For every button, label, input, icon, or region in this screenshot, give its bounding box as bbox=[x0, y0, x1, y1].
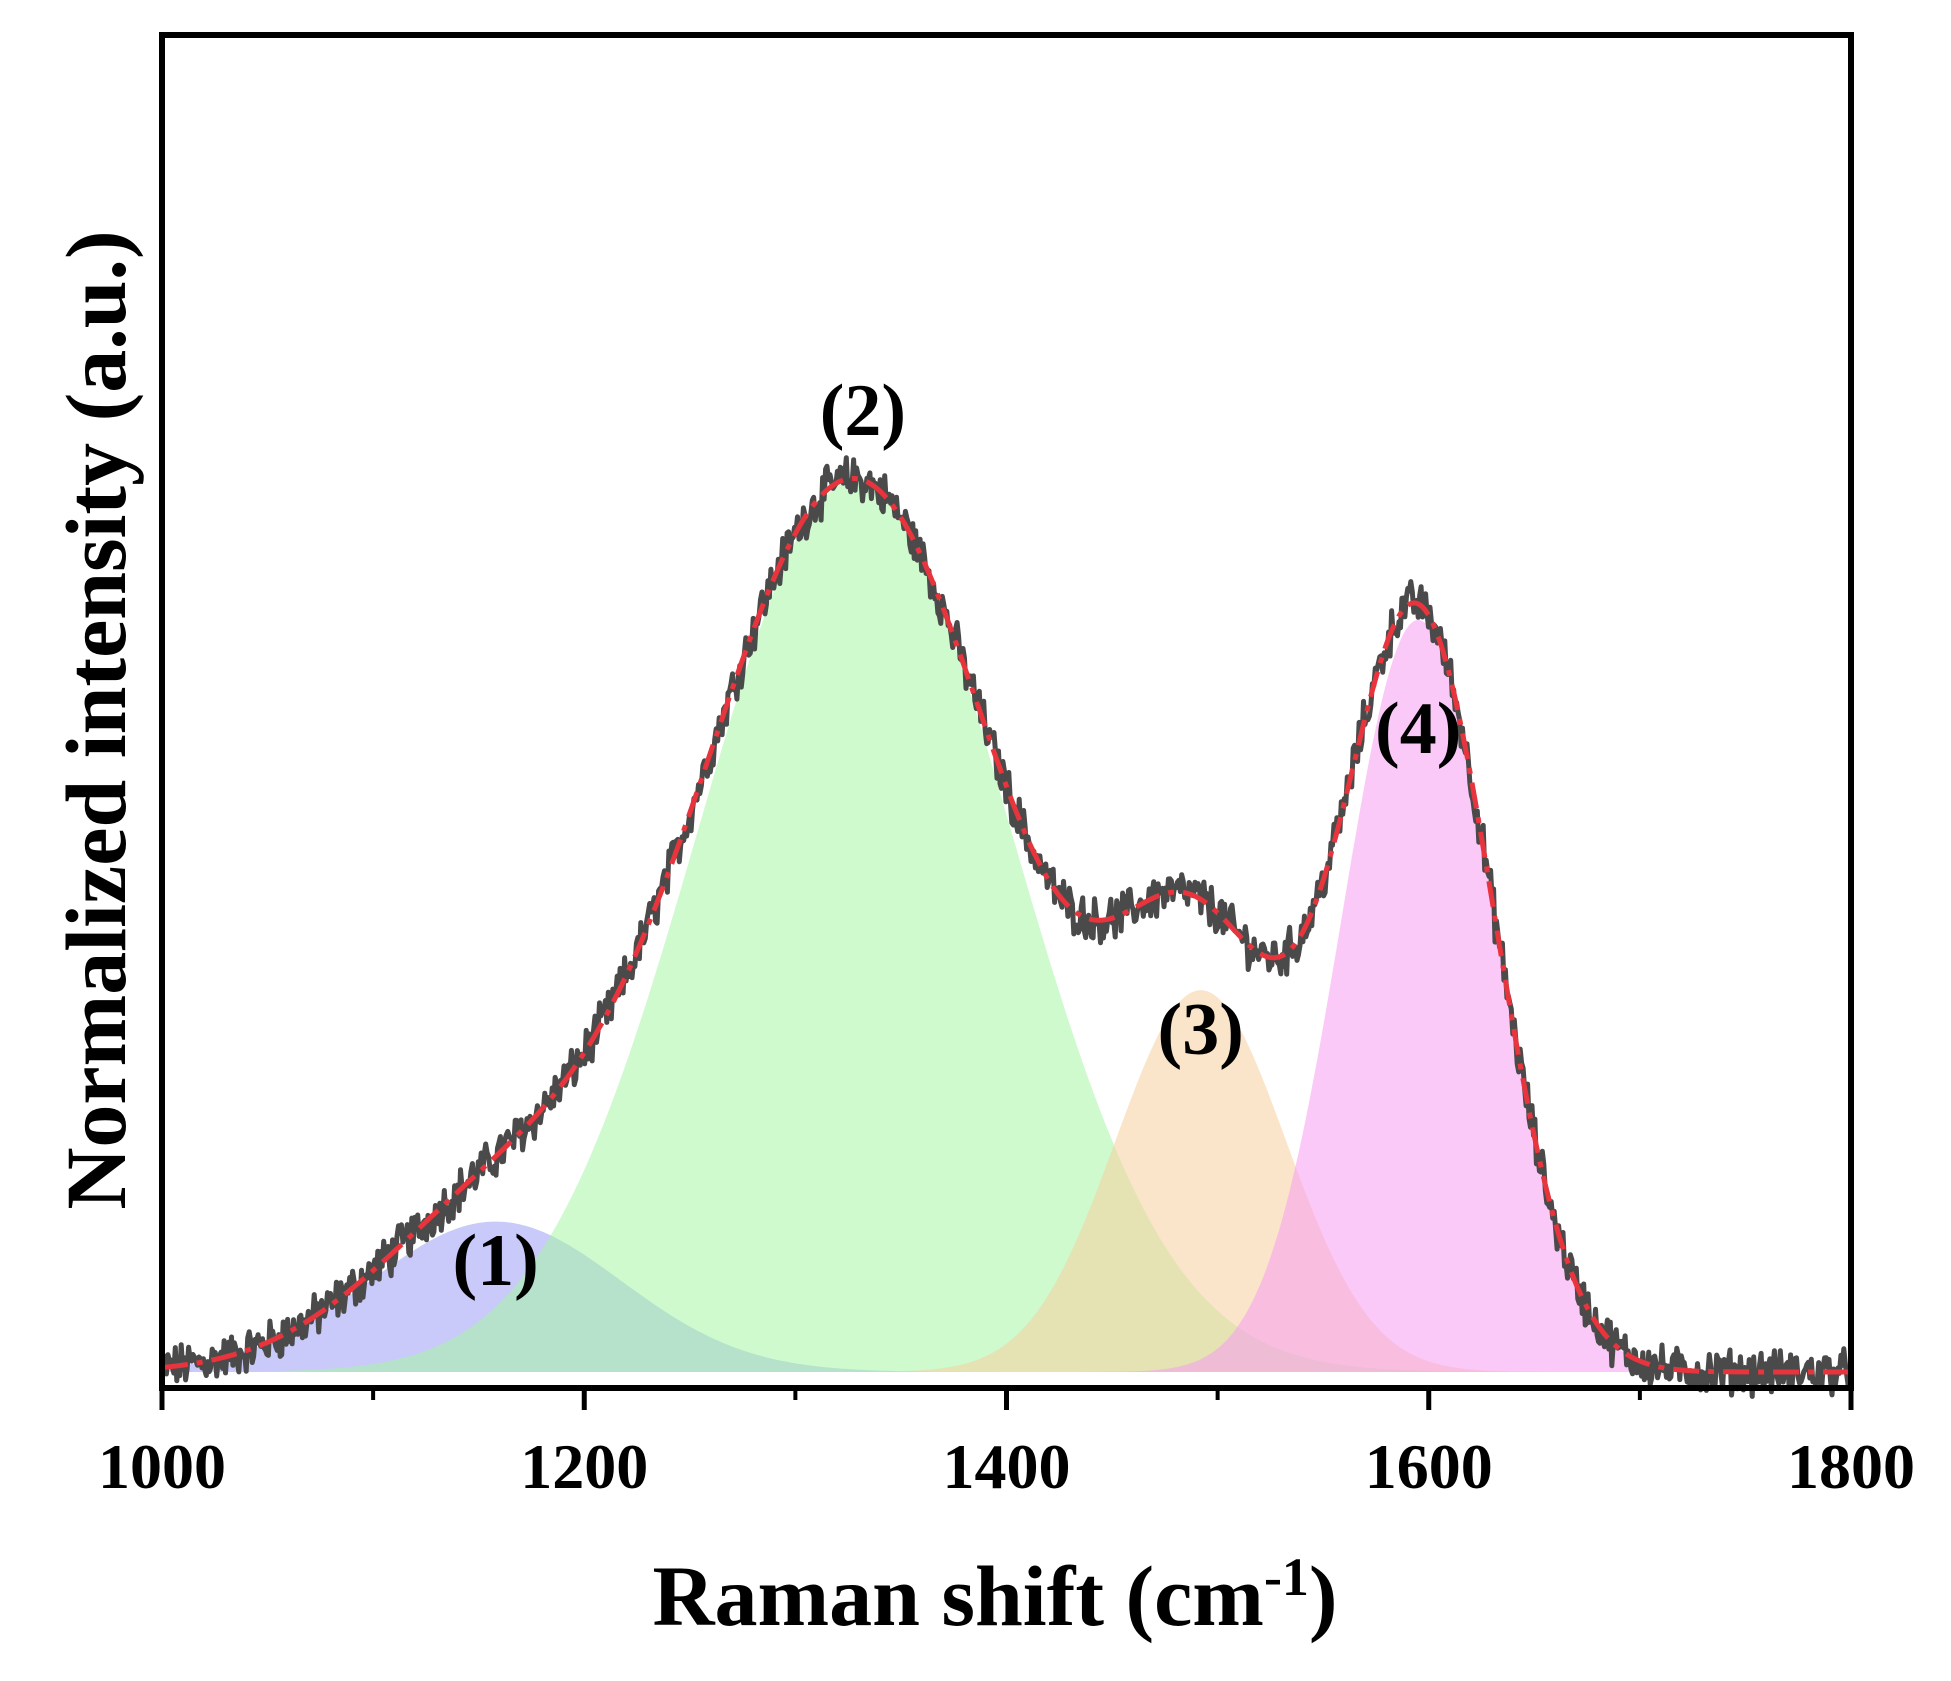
component-fill-4 bbox=[951, 619, 1851, 1372]
y-axis-label: Normalized intensity (a.u.) bbox=[48, 230, 144, 1209]
component-fills bbox=[162, 481, 1851, 1373]
x-tick-label: 1000 bbox=[98, 1431, 226, 1502]
peak-labels: (1) (2) (3) (4) bbox=[452, 370, 1461, 1302]
peak-label-3: (3) bbox=[1158, 989, 1244, 1071]
peak-label-1: (1) bbox=[452, 1220, 538, 1302]
x-axis-label: Raman shift (cm-1) bbox=[652, 1547, 1337, 1644]
cumulative-fit-line bbox=[161, 476, 1851, 1375]
data-lines bbox=[159, 455, 1853, 1399]
peak-label-2: (2) bbox=[820, 370, 906, 452]
axes: 1000 1200 1400 1600 1800 bbox=[98, 32, 1915, 1502]
x-tick-label: 1400 bbox=[943, 1431, 1071, 1502]
x-tick-label: 1200 bbox=[520, 1431, 648, 1502]
peak-label-4: (4) bbox=[1375, 688, 1461, 770]
x-tick-label: 1600 bbox=[1365, 1431, 1493, 1502]
measured-spectrum-line bbox=[159, 455, 1853, 1399]
component-fill-3 bbox=[679, 990, 1723, 1372]
x-tick-label: 1800 bbox=[1787, 1431, 1915, 1502]
component-fill-1 bbox=[162, 1221, 1265, 1372]
component-fill-2 bbox=[162, 481, 1816, 1373]
